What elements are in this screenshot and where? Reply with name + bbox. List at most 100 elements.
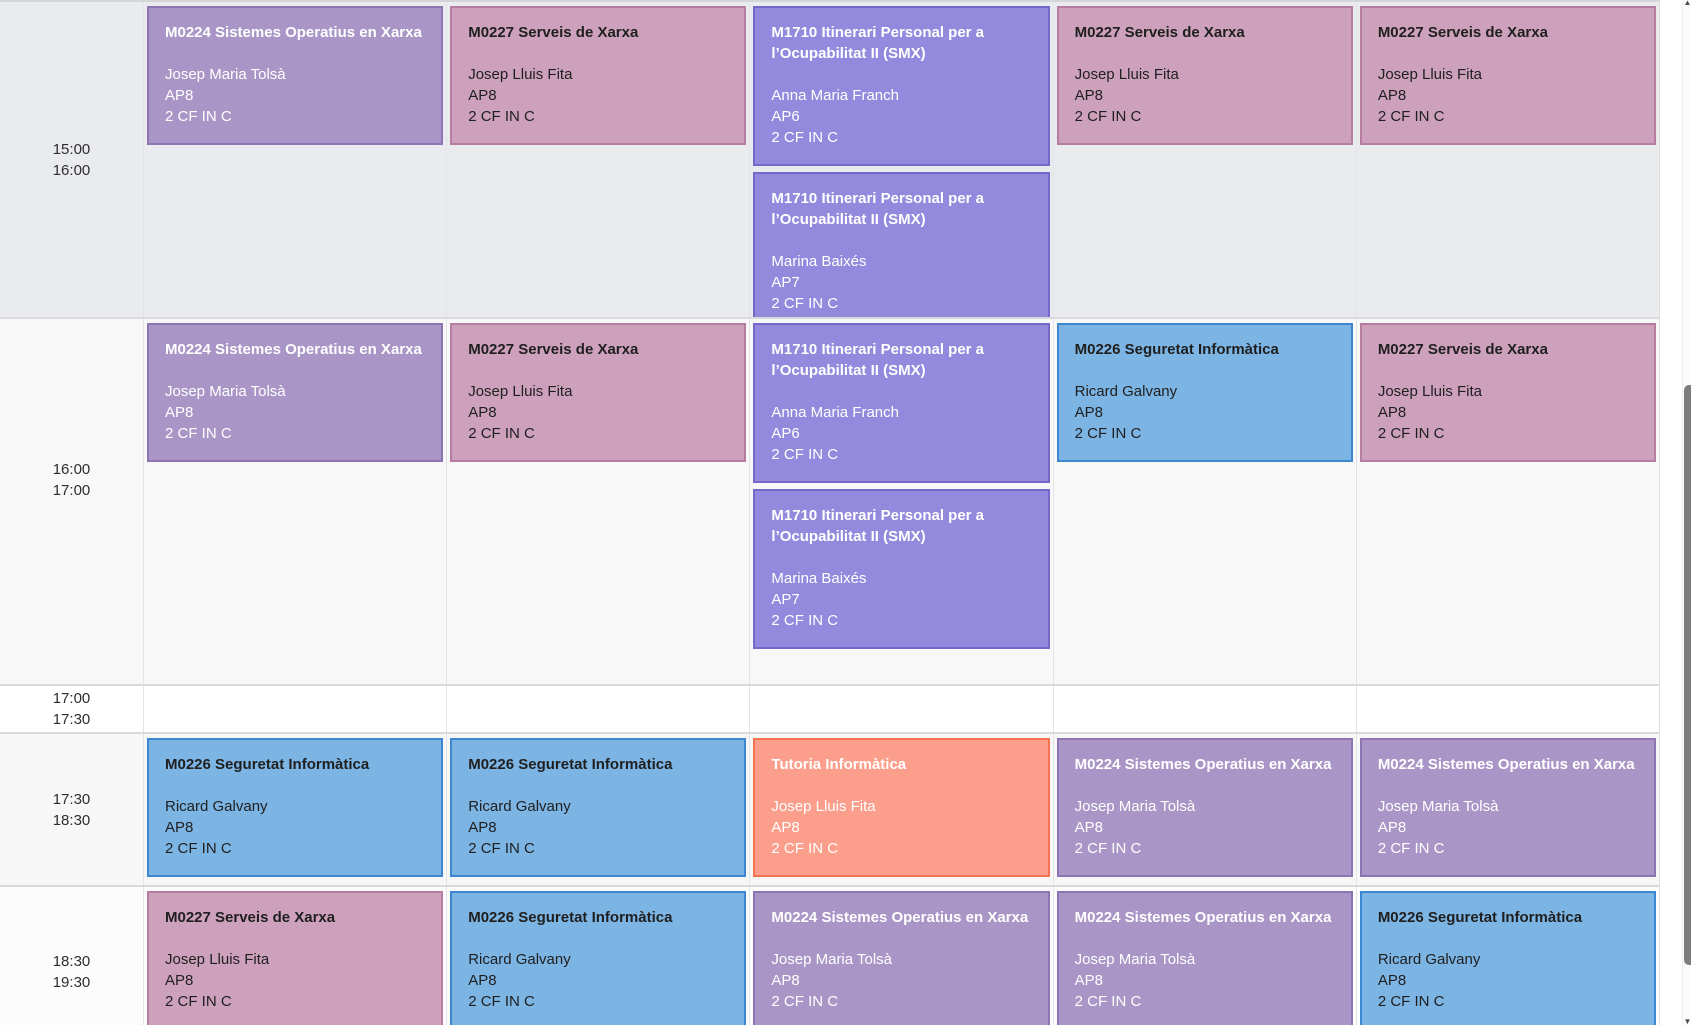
time-range: 16:00 17:00 (53, 459, 91, 501)
event-title: M0227 Serveis de Xarxa (468, 24, 639, 41)
event-teacher: Josep Lluis Fita (1377, 66, 1483, 83)
time-gutter-cell: 18:30 19:30 (0, 887, 144, 1025)
event-card[interactable]: Tutoria Informàtica Josep Lluis Fita AP8 2 … (753, 738, 1050, 877)
event-title: M0224 Sistemes Operatius en Xarxa (1377, 756, 1635, 773)
event-room: AP8 (1377, 87, 1407, 104)
event-card[interactable]: M0227 Serveis de Xarxa Josep Lluis Fita AP… (450, 6, 747, 145)
event-card[interactable]: M0227 Serveis de Xarxa Josep Lluis Fita AP… (1359, 323, 1657, 462)
event-group: 2 CF IN C (165, 840, 232, 857)
event-teacher: Josep Maria Tolsà (165, 383, 286, 400)
event-title: M0227 Serveis de Xarxa (1074, 24, 1245, 41)
day-column-2: M0227 Serveis de Xarxa Josep Lluis Fita AP… (446, 319, 749, 684)
event-title: M0227 Serveis de Xarxa (1377, 341, 1548, 358)
event-teacher: Ricard Galvany (165, 798, 268, 815)
scrollbar-down-arrow-icon[interactable]: ▼ (1683, 1017, 1691, 1025)
event-group: 2 CF IN C (468, 993, 535, 1010)
day-column-2: M0226 Seguretat Informàtica Ricard Galvan… (446, 734, 749, 885)
day-column-1: M0226 Seguretat Informàtica Ricard Galvan… (144, 734, 446, 885)
time-gutter-cell: 16:00 17:00 (0, 319, 144, 684)
event-title: M0224 Sistemes Operatius en Xarxa (1074, 756, 1332, 773)
event-teacher: Josep Maria Tolsà (1074, 798, 1196, 815)
event-card[interactable]: M0226 Seguretat Informàtica Ricard Galvan… (1359, 891, 1657, 1025)
event-title: M0224 Sistemes Operatius en Xarxa (165, 24, 422, 41)
event-card[interactable]: M0224 Sistemes Operatius en Xarxa Josep M… (1359, 738, 1657, 877)
day-column-2: M0227 Serveis de Xarxa Josep Lluis Fita AP… (446, 2, 749, 317)
event-card[interactable]: M1710 Itinerari Personal per a l’Ocupabi… (753, 6, 1050, 166)
event-room: AP6 (771, 425, 800, 442)
event-room: AP8 (165, 404, 194, 421)
day-column-3 (749, 686, 1052, 732)
event-room: AP8 (1074, 972, 1103, 989)
top-row-divider (0, 0, 1660, 2)
event-title: M0224 Sistemes Operatius en Xarxa (1074, 909, 1332, 926)
event-title: M0227 Serveis de Xarxa (165, 909, 336, 926)
time-gutter-cell: 17:30 18:30 (0, 734, 144, 885)
event-card[interactable]: M0227 Serveis de Xarxa Josep Lluis Fita AP… (1056, 6, 1353, 145)
time-range: 17:30 18:30 (53, 789, 91, 831)
event-group: 2 CF IN C (771, 295, 839, 312)
day-column-1: M0224 Sistemes Operatius en Xarxa Josep M… (144, 2, 446, 317)
day-column-5: M0227 Serveis de Xarxa Josep Lluis Fita AP… (1355, 2, 1659, 317)
event-teacher: Marina Baixés (771, 570, 867, 587)
event-card[interactable]: M0226 Seguretat Informàtica Ricard Galvan… (450, 891, 747, 1025)
event-card[interactable]: M0227 Serveis de Xarxa Josep Lluis Fita AP… (1359, 6, 1657, 145)
event-teacher: Ricard Galvany (1377, 951, 1481, 968)
event-card[interactable]: M0224 Sistemes Operatius en Xarxa Josep M… (1056, 738, 1353, 877)
day-column-2 (446, 686, 749, 732)
event-room: AP8 (1074, 819, 1103, 836)
vertical-scrollbar[interactable]: ▲ ▼ (1682, 0, 1691, 1025)
slot-end-time: 17:30 (52, 711, 91, 728)
event-group: 2 CF IN C (771, 840, 839, 857)
event-room: AP6 (771, 108, 800, 125)
event-teacher: Josep Lluis Fita (1377, 383, 1483, 400)
day-column-4: M0224 Sistemes Operatius en Xarxa Josep M… (1052, 887, 1356, 1025)
day-column-2: M0226 Seguretat Informàtica Ricard Galvan… (446, 887, 749, 1025)
event-group: 2 CF IN C (165, 108, 232, 125)
event-room: AP7 (771, 274, 800, 291)
event-room: AP8 (468, 819, 497, 836)
day-column-4: M0226 Seguretat Informàtica Ricard Galvan… (1052, 319, 1356, 684)
event-card[interactable]: M0224 Sistemes Operatius en Xarxa Josep M… (1056, 891, 1353, 1025)
event-group: 2 CF IN C (1074, 993, 1142, 1010)
timeslot-row: 18:30 19:30 M0227 Serveis de Xarxa Josep Ll… (0, 887, 1659, 1025)
event-card[interactable]: M0226 Seguretat Informàtica Ricard Galvan… (147, 738, 444, 877)
event-group: 2 CF IN C (1377, 108, 1445, 125)
scrollbar-up-arrow-icon[interactable]: ▲ (1683, 0, 1691, 7)
scrollbar-thumb[interactable] (1684, 385, 1691, 965)
event-card[interactable]: M0224 Sistemes Operatius en Xarxa Josep M… (147, 6, 444, 145)
event-title: M0224 Sistemes Operatius en Xarxa (771, 909, 1029, 926)
event-room: AP8 (1074, 404, 1103, 421)
event-teacher: Anna Maria Franch (771, 404, 899, 421)
event-card[interactable]: M0224 Sistemes Operatius en Xarxa Josep M… (753, 891, 1050, 1025)
event-title: M0226 Seguretat Informàtica (1074, 341, 1279, 358)
event-room: AP8 (771, 972, 800, 989)
event-teacher: Josep Lluis Fita (165, 951, 270, 968)
event-room: AP8 (1377, 404, 1407, 421)
day-column-3: M1710 Itinerari Personal per a l’Ocupabi… (749, 319, 1052, 684)
timeslot-row: 15:00 16:00 M0224 Sistemes Operatius en Xa… (0, 2, 1659, 319)
event-card[interactable]: M0227 Serveis de Xarxa Josep Lluis Fita AP… (147, 891, 444, 1025)
event-card[interactable]: M0226 Seguretat Informàtica Ricard Galvan… (1056, 323, 1353, 462)
event-card[interactable]: M1710 Itinerari Personal per a l’Ocupabi… (753, 172, 1050, 317)
event-title: M0226 Seguretat Informàtica (1377, 909, 1583, 926)
event-card[interactable]: M0227 Serveis de Xarxa Josep Lluis Fita AP… (450, 323, 747, 462)
day-column-3: M1710 Itinerari Personal per a l’Ocupabi… (749, 2, 1052, 317)
day-column-4: M0227 Serveis de Xarxa Josep Lluis Fita AP… (1052, 2, 1356, 317)
event-room: AP8 (468, 972, 497, 989)
event-room: AP8 (1377, 972, 1407, 989)
day-column-4 (1052, 686, 1356, 732)
event-group: 2 CF IN C (771, 612, 839, 629)
event-group: 2 CF IN C (468, 840, 535, 857)
event-room: AP8 (165, 972, 194, 989)
event-card[interactable]: M0224 Sistemes Operatius en Xarxa Josep M… (147, 323, 444, 462)
event-room: AP7 (771, 591, 800, 608)
time-range: 18:30 19:30 (53, 951, 91, 993)
event-title: M1710 Itinerari Personal per a l’Ocupabi… (771, 341, 985, 379)
event-card[interactable]: M1710 Itinerari Personal per a l’Ocupabi… (753, 489, 1050, 649)
slot-start-time: 16:00 (52, 461, 91, 478)
slot-end-time: 16:00 (52, 161, 91, 179)
event-card[interactable]: M0226 Seguretat Informàtica Ricard Galvan… (450, 738, 747, 877)
day-column-4: M0224 Sistemes Operatius en Xarxa Josep M… (1052, 734, 1356, 885)
event-card[interactable]: M1710 Itinerari Personal per a l’Ocupabi… (753, 323, 1050, 483)
